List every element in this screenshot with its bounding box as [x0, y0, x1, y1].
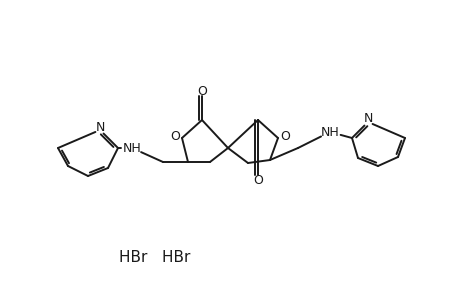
Text: NH: NH — [320, 125, 339, 139]
Text: O: O — [196, 85, 207, 98]
Text: N: N — [363, 112, 372, 124]
Text: NH: NH — [123, 142, 141, 154]
Text: O: O — [280, 130, 289, 142]
Text: O: O — [252, 173, 263, 187]
Text: HBr   HBr: HBr HBr — [119, 250, 190, 266]
Text: N: N — [95, 121, 105, 134]
Text: O: O — [170, 130, 179, 142]
